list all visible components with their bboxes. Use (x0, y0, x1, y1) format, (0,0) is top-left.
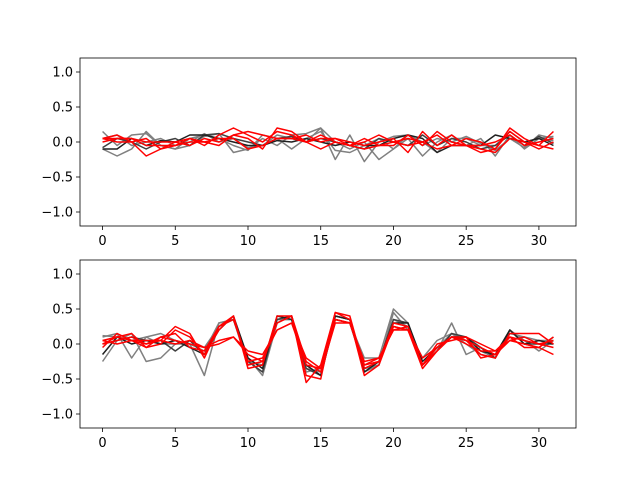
series-line-5 (102, 311, 554, 384)
x-tick-label: 0 (98, 234, 106, 249)
x-tick-label: 25 (458, 234, 475, 249)
bottom-subplot: 0 5 10 15 20 25 30 −1.0 −0.5 0.0 0.5 1.0 (41, 259, 577, 451)
x-tick-label: 15 (312, 234, 329, 249)
x-tick-label: 0 (98, 436, 106, 451)
y-tick-label: 1.0 (52, 268, 73, 283)
x-tick-label: 20 (385, 234, 402, 249)
y-tick-label: −0.5 (41, 171, 73, 186)
x-tick-label: 20 (385, 436, 402, 451)
y-tick-label: 0.5 (52, 101, 73, 116)
y-tick-label: −0.5 (41, 373, 73, 388)
x-tick-label: 15 (312, 436, 329, 451)
x-tick-label: 30 (531, 436, 548, 451)
y-tick-label: −1.0 (41, 408, 73, 423)
series-line-9 (102, 318, 554, 370)
x-tick-label: 10 (240, 234, 257, 249)
series-line-8 (102, 134, 554, 150)
x-tick-label: 25 (458, 436, 475, 451)
y-tick-label: 0.0 (52, 338, 73, 353)
y-tick-label: −1.0 (41, 206, 73, 221)
series-line-8 (102, 315, 554, 373)
series-group (101, 308, 554, 384)
x-tick-label: 30 (531, 234, 548, 249)
y-tick-label: 0.5 (52, 303, 73, 318)
series-line-5 (102, 130, 554, 157)
x-tick-label: 5 (171, 436, 179, 451)
series-group (102, 127, 554, 163)
x-tick-label: 10 (240, 436, 257, 451)
top-subplot: 0 5 10 15 20 25 30 −1.0 −0.5 0.0 0.5 1.0 (41, 57, 577, 249)
y-tick-label: 0.0 (52, 136, 73, 151)
y-tick-label: 1.0 (52, 66, 73, 81)
x-tick-label: 5 (171, 234, 179, 249)
